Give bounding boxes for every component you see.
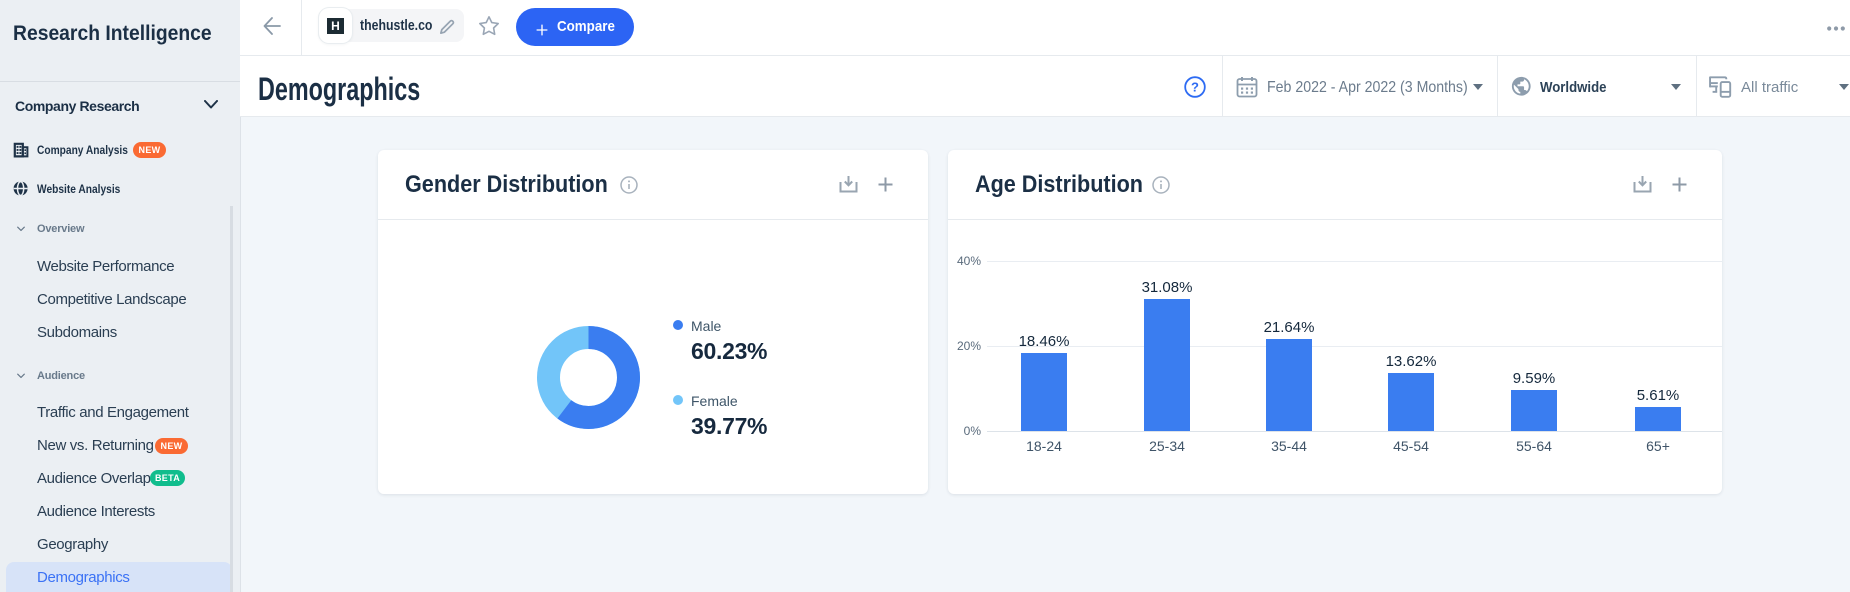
svg-text:?: ? [1191,80,1199,95]
